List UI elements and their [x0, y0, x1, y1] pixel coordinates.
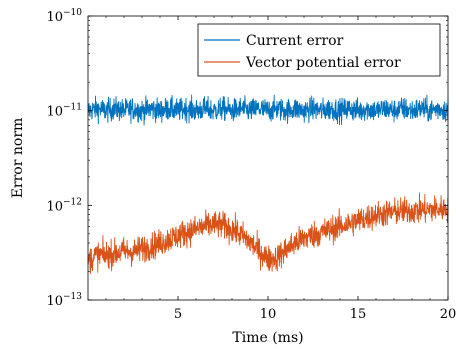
- x-tick-label: 15: [350, 307, 367, 322]
- labels-layer: 5 10 15 20 10−13 10−12 10−11 10−10 Time (ms) Erro…: [10, 8, 456, 346]
- y-tick-label: 10−11: [46, 103, 82, 120]
- y-tick-label: 10−13: [46, 292, 82, 309]
- x-tick-label: 10: [260, 307, 277, 322]
- ticks-layer: [87, 15, 449, 301]
- x-tick-label: 5: [174, 307, 182, 322]
- x-tick-label: 20: [440, 307, 456, 322]
- y-tick-label: 10−12: [46, 197, 82, 214]
- x-axis-label: Time (ms): [232, 330, 303, 346]
- legend: Current error Vector potential error: [197, 23, 441, 77]
- y-tick-label: 10−10: [46, 8, 82, 25]
- legend-label-2: Vector potential error: [245, 55, 401, 71]
- series-line-2: [87, 192, 449, 274]
- legend-label-1: Current error: [246, 33, 344, 49]
- series-layer: [87, 94, 449, 274]
- y-axis-label: Error norm: [10, 118, 26, 199]
- series-line-1: [87, 94, 449, 126]
- legend-box: [197, 23, 441, 77]
